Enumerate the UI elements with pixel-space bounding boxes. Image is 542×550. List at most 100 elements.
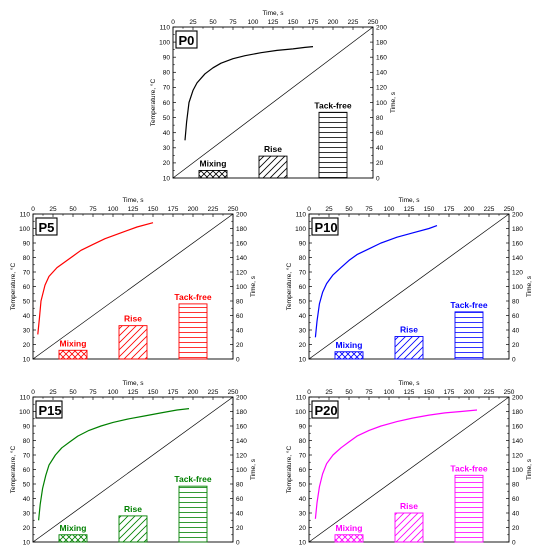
bar-label-mixing: Mixing [200,158,227,168]
y2-tick-label: 80 [376,115,384,122]
x-axis-label: Time, s [122,197,144,204]
x-tick-label: 225 [348,19,359,26]
y2-tick-label: 80 [512,298,520,305]
x-tick-label: 75 [365,206,373,213]
y-tick-label: 80 [299,255,307,262]
x-axis-label: Time, s [262,10,284,17]
bar-rise [118,325,148,360]
diagonal-line [308,396,510,543]
y2-axis-label: Time, s [526,458,533,480]
y2-tick-label: 60 [512,313,520,320]
y-tick-label: 40 [163,130,171,137]
x-tick-label: 225 [484,389,495,396]
x-tick-label: 75 [89,389,97,396]
y-tick-label: 20 [163,160,171,167]
y-tick-label: 60 [23,284,31,291]
y2-tick-label: 100 [236,467,247,474]
y2-tick-label: 120 [512,269,523,276]
x-tick-label: 100 [108,206,119,213]
panel-label: P20 [315,403,338,418]
bar-mixing [334,534,364,543]
y-tick-label: 30 [23,327,31,334]
bar-rise [258,155,288,179]
y-axis-label: Temperature, °C [149,79,157,127]
x-tick-label: 100 [248,19,259,26]
bar-mixing [58,349,88,360]
y-tick-label: 90 [299,423,307,430]
x-tick-label: 50 [345,206,353,213]
x-tick-label: 225 [208,206,219,213]
y-tick-label: 50 [23,481,31,488]
y2-tick-label: 100 [512,467,523,474]
x-tick-label: 0 [307,389,311,396]
x-axis-label: Time, s [398,380,420,387]
x-tick-label: 25 [325,389,333,396]
y-tick-label: 40 [23,313,31,320]
y-tick-label: 50 [299,298,307,305]
x-tick-label: 0 [307,206,311,213]
y-tick-label: 90 [23,240,31,247]
temperature-curve [314,409,478,519]
x-tick-label: 50 [69,389,77,396]
panel-label: P15 [39,403,62,418]
y-tick-label: 110 [20,211,31,218]
x-tick-label: 50 [209,19,217,26]
y2-tick-label: 0 [512,356,516,363]
y2-tick-label: 180 [512,226,523,233]
y-tick-label: 10 [299,356,307,363]
x-tick-label: 175 [168,389,179,396]
y-tick-label: 50 [163,115,171,122]
bar-tack-free [454,311,484,360]
y2-tick-label: 20 [512,342,520,349]
bar-label-mixing: Mixing [336,523,363,533]
x-tick-label: 150 [288,19,299,26]
y-axis-label: Temperature, °C [9,446,17,494]
x-tick-label: 25 [49,206,57,213]
y2-tick-label: 160 [512,240,523,247]
bar-label-tack-free: Tack-free [174,292,211,302]
x-tick-label: 225 [484,206,495,213]
x-tick-label: 250 [368,19,379,26]
y2-tick-label: 200 [512,211,523,218]
y2-tick-label: 0 [376,175,380,182]
temperature-curve [184,46,314,141]
y-tick-label: 80 [163,70,171,77]
y2-tick-label: 0 [512,539,516,546]
bar-label-mixing: Mixing [336,340,363,350]
y-tick-label: 80 [299,438,307,445]
x-tick-label: 175 [168,206,179,213]
diagonal-line [32,396,234,543]
x-tick-label: 200 [188,389,199,396]
x-tick-label: 25 [189,19,197,26]
y-tick-label: 30 [23,510,31,517]
y-axis-label: Temperature, °C [285,446,293,494]
x-tick-label: 0 [31,206,35,213]
y2-tick-label: 100 [512,284,523,291]
y-tick-label: 70 [163,85,171,92]
y-tick-label: 10 [163,175,171,182]
y2-tick-label: 200 [236,394,247,401]
y2-tick-label: 40 [512,510,520,517]
y2-tick-label: 40 [376,145,384,152]
bar-tack-free [318,111,348,179]
diagonal-line [32,213,234,360]
x-tick-label: 200 [188,206,199,213]
y2-tick-label: 60 [376,130,384,137]
x-tick-label: 150 [148,389,159,396]
panel-label: P0 [179,33,195,48]
y-tick-label: 110 [296,211,307,218]
y2-tick-label: 180 [236,226,247,233]
x-tick-label: 50 [345,389,353,396]
bar-label-rise: Rise [264,144,282,154]
x-axis-label: Time, s [122,380,144,387]
y-tick-label: 30 [299,327,307,334]
y-axis-label: Temperature, °C [9,263,17,311]
x-tick-label: 175 [444,206,455,213]
temperature-curve [38,408,190,521]
y-tick-label: 60 [23,467,31,474]
x-tick-label: 150 [148,206,159,213]
bar-label-tack-free: Tack-free [314,100,351,110]
y2-tick-label: 100 [236,284,247,291]
y-tick-label: 110 [20,394,31,401]
bar-label-mixing: Mixing [60,338,87,348]
